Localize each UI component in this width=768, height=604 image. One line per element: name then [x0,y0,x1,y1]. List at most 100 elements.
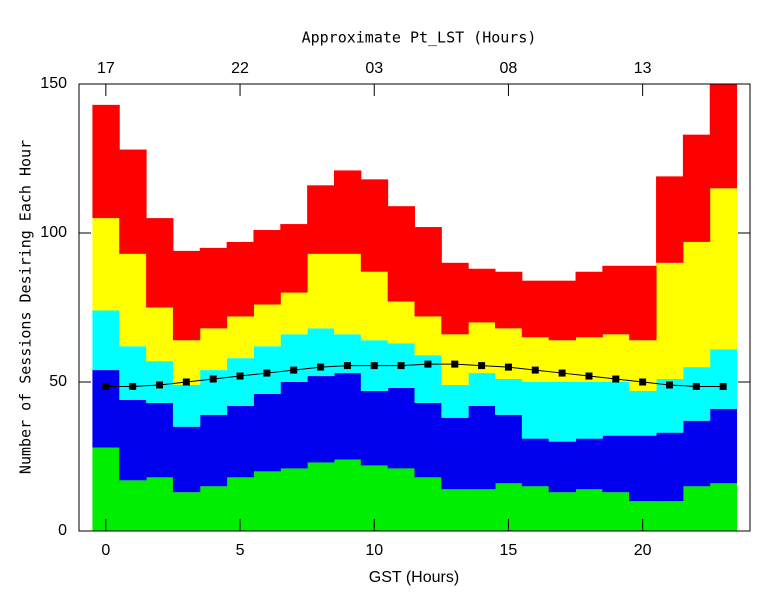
bar-segment [629,265,657,341]
line-marker [102,382,110,390]
bar-segment [602,265,630,335]
bar-segment [280,382,308,469]
bar-segment [360,390,389,466]
top-tick-label: 17 [97,60,115,77]
bar-segment [253,471,281,531]
x-axis-title: GST (Hours) [369,569,459,586]
bar-segment [92,447,120,531]
bar-segment [199,414,228,487]
bar-segment [172,250,201,341]
bar-segment [441,489,469,531]
bar-segment [468,373,496,406]
bar-segment [629,390,657,436]
bar-segment [495,414,523,484]
line-marker [612,375,620,383]
x-tick-label: 5 [236,542,245,559]
y-tick-label: 50 [49,373,67,390]
bar-segment [146,477,174,531]
y-tick-label: 0 [58,522,67,539]
bar-segment [360,271,389,341]
bar-segment [709,408,738,484]
bar-segment [575,489,603,531]
bar-segment [146,307,174,362]
bar-segment [602,492,630,531]
bar-segment [441,334,469,385]
x-tick-label: 20 [634,542,652,559]
bar-segment [414,477,442,531]
top-tick-label: 22 [231,60,249,77]
line-marker [585,372,593,380]
bar-segment [521,337,550,382]
line-marker [478,362,486,370]
x-tick-label: 10 [365,542,383,559]
bar-segment [172,426,201,493]
line-marker [343,362,351,370]
bar-segment [548,441,577,493]
bar-segment [307,376,335,463]
bar-segment [682,134,711,242]
top-tick-label: 13 [634,60,652,77]
bar-segment [199,486,228,531]
bar-segment [307,462,335,531]
bar-segment [253,393,281,472]
bar-segment [307,185,335,254]
bar-segment [575,438,603,490]
line-marker [424,360,432,368]
bar-segment [280,224,308,293]
bar-segment [307,253,335,329]
bar-segment [387,387,415,469]
bar-segment [387,301,415,344]
bar-segment [575,382,603,439]
bar-segment [682,486,711,531]
bar-segment [521,438,550,487]
line-marker [531,366,539,374]
line-marker [156,381,164,389]
bar-segment [709,188,738,350]
bar-segment [226,358,254,406]
bar-segment [548,382,577,442]
bar-segment [709,84,738,189]
bar-segment [119,480,147,531]
bar-segment [172,340,201,385]
bar-segment [521,382,550,439]
bar-segment [656,262,684,380]
line-marker [263,369,271,377]
bar-segment [199,328,228,371]
bar-segment [280,468,308,531]
y-tick-label: 150 [40,75,67,92]
bar-segment [521,486,550,531]
bar-segment [441,262,469,335]
bar-segment [333,459,362,531]
bar-segment [414,227,442,317]
line-marker [317,363,325,371]
bar-segment [146,402,174,478]
bar-segment [119,399,147,481]
x-tick-label: 0 [101,542,110,559]
bar-segment [280,334,308,382]
bar-segment [682,367,711,421]
top-tick-label: 03 [365,60,383,77]
bar-segment [360,179,389,272]
bar-segment [387,206,415,302]
line-marker [504,363,512,371]
bar-segment [333,253,362,335]
line-marker [236,372,244,380]
bar-segment [656,432,684,502]
line-marker [719,382,727,390]
bar-segment [441,417,469,490]
line-marker [209,375,217,383]
bar-segment [226,316,254,359]
bar-segment [226,405,254,478]
line-marker [692,382,700,390]
bar-segment [441,384,469,418]
line-marker [370,362,378,370]
bar-segment [709,349,738,409]
bar-segment [521,280,550,338]
bar-segment [414,402,442,478]
bar-segment [682,420,711,487]
bar-segment [280,292,308,335]
bar-segment [119,253,147,347]
line-marker [129,382,137,390]
plot-frame [78,83,751,532]
